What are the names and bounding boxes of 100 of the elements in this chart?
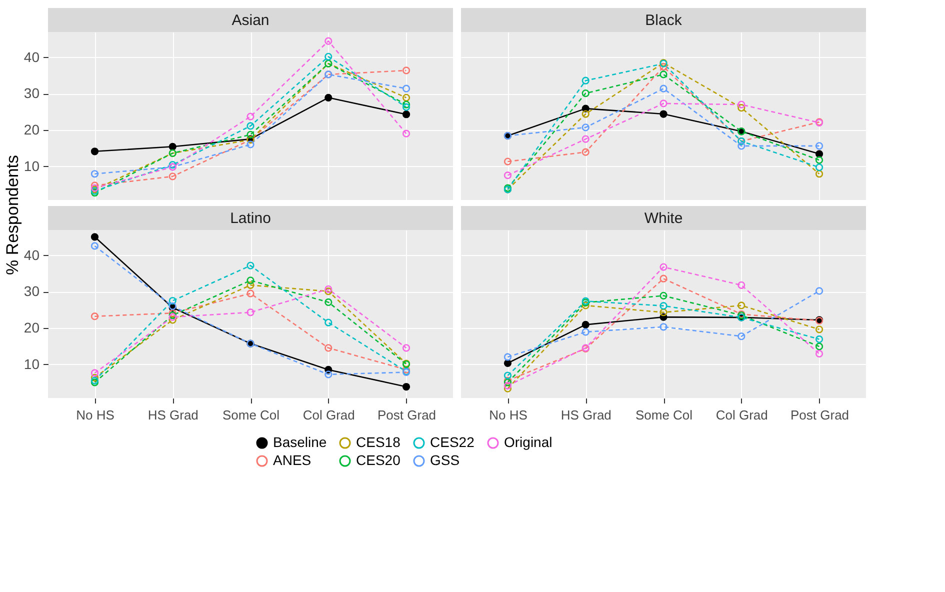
point (402, 382, 410, 391)
y-tick-label: 40 (24, 246, 40, 263)
legend-label: CES20 (356, 452, 401, 468)
point (246, 130, 254, 138)
point (815, 164, 824, 172)
point (324, 285, 332, 293)
x-tick-label: No HS (76, 408, 115, 422)
chart-title: White (644, 210, 683, 227)
y-tick-label: 10 (24, 158, 40, 174)
point (504, 384, 512, 392)
y-axis-title: % Respondents (3, 154, 22, 276)
x-tick-label: Col Grad (716, 408, 768, 422)
point (324, 37, 332, 45)
point (582, 90, 590, 98)
legend-label: GSS (430, 452, 460, 468)
point (504, 382, 512, 390)
point (660, 84, 668, 92)
point (246, 290, 254, 298)
chart-title: Latino (230, 210, 271, 227)
y-tick-label: 20 (24, 121, 40, 138)
x-tick-label: Some Col (222, 408, 280, 422)
point (168, 296, 176, 305)
point (660, 308, 668, 316)
point (324, 344, 332, 352)
point (168, 309, 176, 317)
legend-label: CES22 (430, 434, 475, 450)
point (90, 148, 99, 156)
point (402, 84, 410, 92)
point (660, 292, 668, 300)
point (324, 370, 332, 378)
point (582, 135, 590, 143)
x-tick-label: Post Grad (378, 408, 436, 422)
point (90, 242, 99, 250)
point (815, 335, 824, 344)
point (815, 350, 824, 358)
point (168, 316, 176, 324)
point (504, 158, 512, 166)
point (660, 100, 668, 108)
point (660, 323, 668, 331)
point (582, 110, 590, 118)
point (582, 302, 590, 310)
point (168, 142, 176, 150)
point (815, 150, 824, 158)
chart-title: Asian (232, 12, 270, 29)
point (324, 318, 332, 326)
point (168, 172, 176, 180)
point (402, 94, 410, 102)
point (738, 302, 746, 310)
point (738, 142, 746, 150)
point (582, 148, 590, 156)
point (246, 122, 254, 130)
y-tick-label: 20 (24, 319, 40, 336)
legend-label: Original (504, 434, 552, 450)
chart-title: Black (645, 12, 682, 29)
point (324, 298, 332, 306)
point (402, 110, 410, 118)
point (504, 172, 512, 180)
point (324, 288, 332, 296)
x-tick-label: Col Grad (302, 408, 355, 422)
point (402, 344, 410, 352)
point (815, 156, 824, 164)
point (815, 342, 824, 350)
point (660, 274, 668, 282)
y-tick-label: 40 (24, 48, 40, 65)
point (815, 142, 824, 150)
point (246, 281, 254, 289)
point (402, 66, 410, 74)
point (660, 302, 668, 310)
x-tick-label: Post Grad (790, 408, 850, 422)
point (582, 124, 590, 132)
point (246, 140, 254, 148)
point (246, 112, 254, 120)
point (815, 326, 824, 334)
y-tick-label: 10 (24, 356, 40, 372)
point (582, 320, 590, 329)
point (402, 103, 410, 111)
point (402, 130, 410, 138)
point (90, 182, 99, 190)
y-tick-label: 30 (24, 85, 40, 102)
point (90, 170, 99, 178)
point (582, 76, 590, 84)
point (660, 263, 668, 271)
point (660, 63, 668, 71)
x-tick-label: No HS (489, 408, 528, 422)
point (582, 328, 590, 336)
point (246, 262, 254, 270)
point (504, 353, 512, 361)
x-tick-label: HS Grad (560, 408, 612, 422)
point (738, 281, 746, 289)
y-tick-label: 30 (24, 283, 40, 300)
point (504, 359, 512, 367)
point (324, 94, 332, 102)
point (90, 233, 99, 241)
point (90, 374, 99, 382)
point (738, 100, 746, 108)
point (90, 369, 99, 377)
point (738, 332, 746, 340)
x-tick-label: HS Grad (148, 408, 198, 422)
point (90, 312, 99, 320)
legend-label: CES18 (356, 434, 401, 450)
